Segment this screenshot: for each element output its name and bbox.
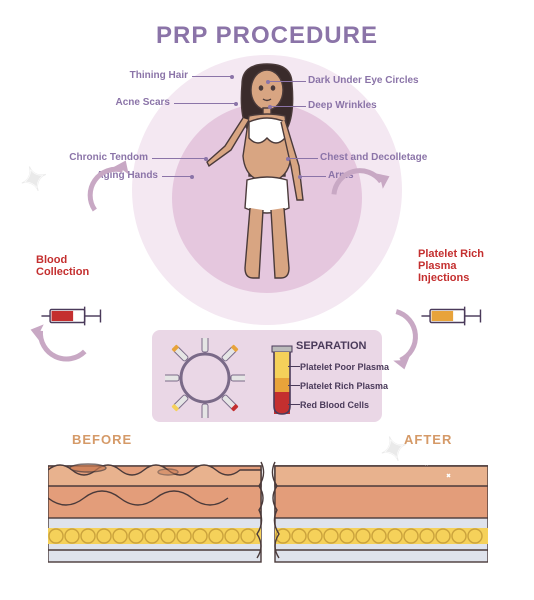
after-label: AFTER	[404, 432, 452, 447]
pointer-line	[300, 176, 326, 177]
step-text: Blood	[36, 254, 67, 266]
step-plasma-injection: Platelet Rich Plasma Injections	[418, 248, 484, 284]
watermark: ✦	[14, 156, 54, 203]
centrifuge-icon	[165, 338, 245, 418]
body-label: Dark Under Eye Circles	[308, 75, 419, 86]
body-label: Thining Hair	[130, 70, 188, 81]
pointer-line	[174, 103, 236, 104]
pointer-line	[152, 158, 206, 159]
step-text: Plasma	[418, 260, 457, 272]
pointer-line	[162, 176, 192, 177]
pointer-line	[288, 158, 318, 159]
step-text: Injections	[418, 272, 469, 284]
legend-item: Red Blood Cells	[300, 400, 369, 410]
test-tube-icon	[268, 344, 298, 424]
step-text: Platelet Rich	[418, 248, 484, 260]
legend-item: Platelet Rich Plasma	[300, 381, 388, 391]
legend-line	[288, 366, 300, 367]
step-text: Collection	[36, 266, 89, 278]
skin-cross-section	[48, 452, 488, 572]
before-label: BEFORE	[72, 432, 132, 447]
body-label: Deep Wrinkles	[308, 100, 377, 111]
page-title: PRP PROCEDURE	[0, 22, 534, 50]
syringe-blood-icon	[40, 298, 112, 334]
syringe-plasma-icon	[420, 298, 492, 334]
legend-line	[288, 385, 300, 386]
pointer-line	[268, 81, 306, 82]
legend-item: Platelet Poor Plasma	[300, 362, 389, 372]
pointer-line	[270, 106, 306, 107]
body-label: Acne Scars	[116, 97, 170, 108]
step-blood-collection: Blood Collection	[36, 254, 89, 278]
pointer-line	[192, 76, 232, 77]
legend-line	[288, 404, 300, 405]
separation-title: SEPARATION	[296, 340, 367, 352]
